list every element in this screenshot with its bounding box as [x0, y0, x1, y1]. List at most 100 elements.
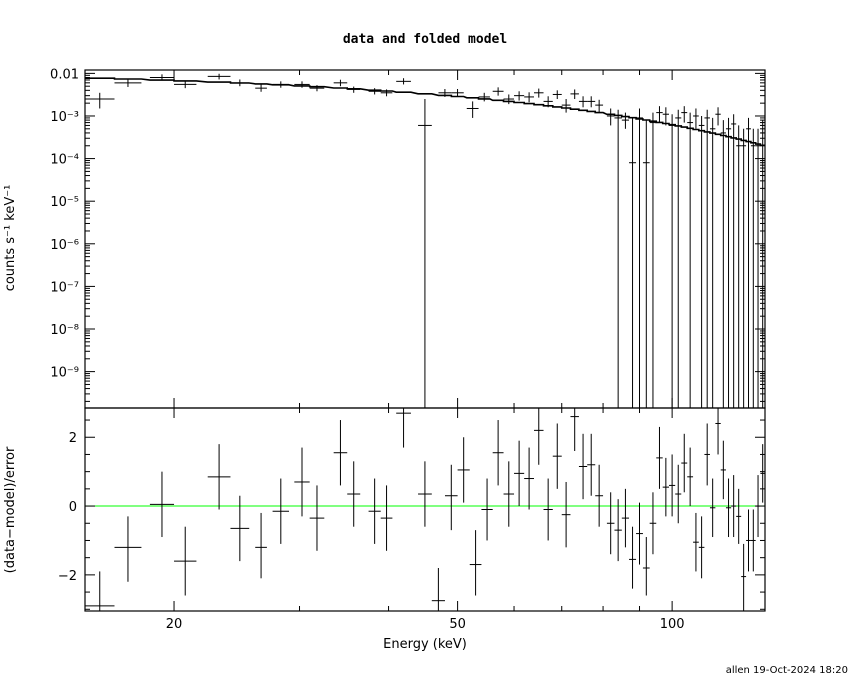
top-model-group — [85, 77, 765, 147]
data-point — [149, 74, 175, 81]
data-point — [294, 81, 310, 88]
y-tick-label: 10⁻³ — [50, 110, 79, 125]
residual-point — [746, 509, 751, 572]
residual-point — [725, 478, 732, 538]
residual-point — [587, 433, 596, 496]
residual-point — [347, 461, 361, 527]
top-axes-group: 0.01 10⁻³ 10⁻⁴ 10⁻⁵ 10⁻⁶ 10⁻⁷ 10⁻⁸ 10⁻⁹ — [50, 67, 766, 409]
residual-point — [649, 492, 657, 555]
y-tick-label: 10⁻⁸ — [50, 323, 79, 338]
residual-point — [731, 475, 737, 538]
top-panel: 0.01 10⁻³ 10⁻⁴ 10⁻⁵ 10⁻⁶ 10⁻⁷ 10⁻⁸ 10⁻⁹ — [50, 67, 766, 409]
residual-point — [656, 426, 663, 489]
data-point — [681, 106, 688, 123]
data-point — [687, 112, 694, 408]
y-tick-label: 10⁻⁶ — [50, 238, 79, 253]
residual-point — [543, 478, 553, 541]
data-point — [725, 117, 732, 408]
data-point — [704, 109, 710, 408]
data-point — [629, 117, 637, 408]
data-point — [715, 107, 721, 126]
y-tick-label: 10⁻⁴ — [50, 153, 79, 168]
residual-point — [368, 478, 381, 544]
residual-point — [614, 499, 622, 562]
data-point — [396, 78, 411, 85]
bottom-plot-frame — [84, 407, 766, 612]
data-point — [466, 101, 479, 118]
y-tick-label: 10⁻⁹ — [50, 366, 79, 381]
residual-point — [636, 502, 643, 565]
residual-point — [570, 408, 579, 452]
data-point — [731, 114, 737, 408]
data-point — [693, 108, 699, 129]
data-point — [621, 112, 630, 129]
data-point — [503, 94, 515, 105]
residual-point — [720, 440, 726, 500]
residual-point — [662, 457, 670, 517]
data-point — [736, 125, 742, 408]
data-point — [642, 120, 650, 408]
data-point — [552, 90, 562, 100]
residual-point — [457, 437, 470, 503]
data-point — [561, 99, 571, 113]
data-point — [333, 79, 348, 87]
y-tick-label: 0 — [69, 500, 77, 515]
y-tick-label: 2 — [69, 431, 77, 446]
residual-point — [380, 485, 393, 551]
data-point — [587, 96, 596, 108]
residual-point — [207, 444, 231, 510]
residual-point — [492, 420, 504, 486]
top-y-axis-label: counts s⁻¹ keV⁻¹ — [3, 185, 18, 292]
residual-point — [255, 512, 267, 579]
data-point — [760, 120, 765, 408]
residual-point — [396, 408, 411, 448]
residual-point — [294, 447, 310, 517]
residual-point — [741, 543, 747, 611]
residual-point — [309, 485, 325, 551]
top-data-group — [85, 73, 765, 408]
data-point — [524, 92, 535, 103]
data-point — [636, 108, 643, 408]
bottom-y-axis-label: (data−model)/error — [3, 446, 18, 573]
data-point — [675, 109, 682, 408]
data-point — [543, 96, 553, 108]
data-point — [669, 114, 676, 408]
data-point — [368, 88, 381, 95]
residual-point — [595, 464, 604, 527]
x-tick-label: 100 — [660, 617, 685, 632]
data-point — [698, 115, 705, 408]
residual-point — [552, 423, 562, 489]
data-point — [755, 128, 761, 408]
residual-point — [149, 471, 175, 538]
data-point — [606, 108, 615, 126]
y-tick-label: −2 — [58, 569, 77, 584]
data-point — [272, 81, 290, 88]
x-tick-label: 50 — [449, 617, 466, 632]
residual-point — [578, 433, 588, 500]
residual-point — [481, 478, 493, 541]
data-point — [85, 92, 115, 109]
data-point — [174, 80, 197, 89]
x-axis-label: Energy (keV) — [383, 637, 467, 652]
data-point — [347, 86, 361, 93]
residual-point — [561, 481, 571, 548]
residual-point — [736, 488, 742, 544]
data-point — [451, 88, 464, 97]
data-point — [656, 106, 663, 123]
data-point — [595, 99, 604, 113]
residual-point — [503, 461, 515, 527]
data-point — [750, 128, 756, 408]
residual-point — [230, 495, 250, 562]
residual-point — [629, 526, 637, 589]
data-point — [514, 91, 525, 101]
y-tick-label: 10⁻⁵ — [50, 195, 79, 210]
residual-point — [715, 408, 721, 455]
data-point — [309, 85, 325, 92]
model-histogram — [85, 77, 765, 147]
data-point — [255, 84, 267, 92]
data-point — [478, 92, 490, 102]
residual-point — [642, 537, 650, 596]
data-point — [380, 89, 393, 97]
